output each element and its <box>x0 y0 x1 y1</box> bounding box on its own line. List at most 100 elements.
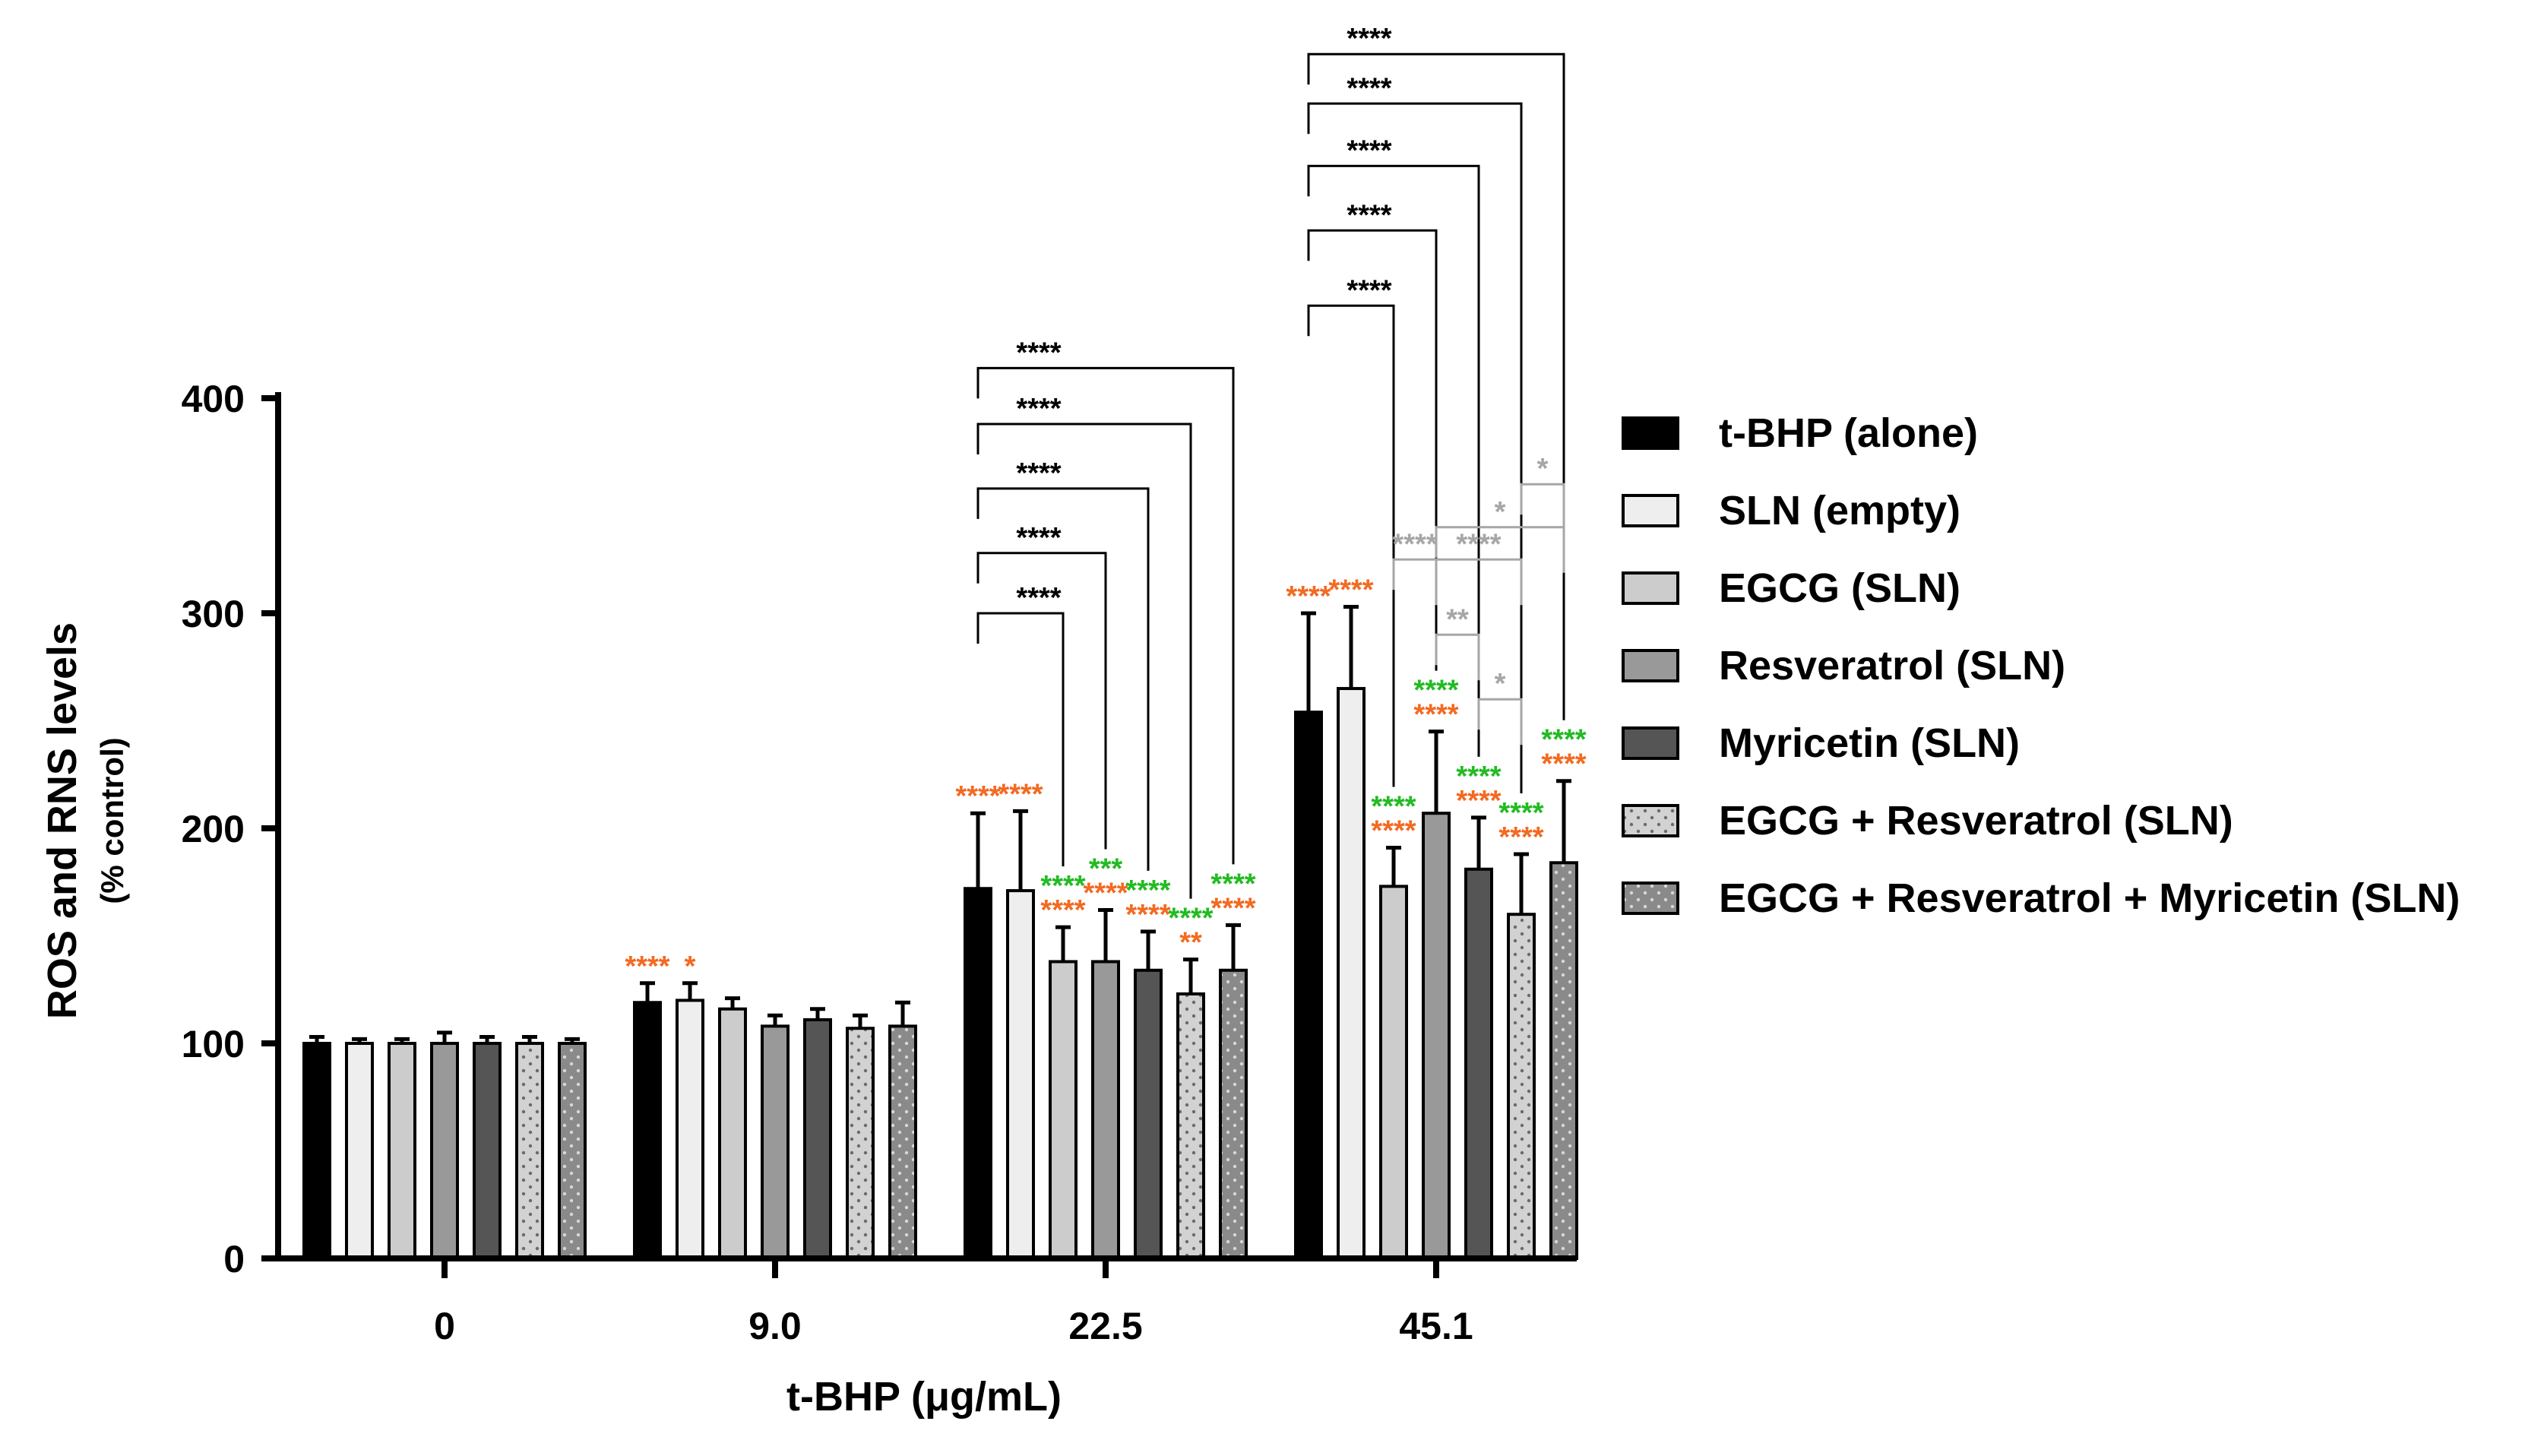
y-axis-subtitle: (% control) <box>94 737 130 904</box>
legend-label: Myricetin (SLN) <box>1719 720 2020 766</box>
significance-annotations: **** ************************************… <box>625 23 1586 983</box>
y-tick-label: 0 <box>223 1238 245 1280</box>
comparison-label: **** <box>1347 135 1391 166</box>
bar <box>761 1024 790 1260</box>
bar-significance-label: **** <box>1210 868 1255 900</box>
legend-label: Resveratrol (SLN) <box>1719 643 2065 688</box>
bar <box>1134 968 1163 1261</box>
comparison-bracket <box>1307 102 1523 793</box>
bar-significance-label: **** <box>1040 894 1085 926</box>
x-tick-label: 22.5 <box>1068 1305 1142 1347</box>
bar-significance-label: **** <box>1083 878 1128 910</box>
legend-swatch <box>1622 494 1679 527</box>
bar <box>515 1042 544 1260</box>
tick-labels: 0 100 200 300 400 0 9.0 22.5 45.1 <box>182 378 1473 1347</box>
bar-significance-label: **** <box>1125 899 1170 931</box>
bar <box>718 1007 747 1260</box>
bar <box>633 1001 662 1260</box>
comparison-bracket <box>976 487 1150 871</box>
y-tick-label: 100 <box>182 1023 245 1065</box>
bar <box>888 1024 917 1260</box>
comparison-label: **** <box>1347 23 1391 55</box>
legend-swatch <box>1622 649 1679 682</box>
bar-significance-label: **** <box>1328 574 1373 606</box>
comparison-bracket <box>976 423 1192 899</box>
bar-significance-label: **** <box>1413 675 1458 707</box>
bar-significance-label: **** <box>1125 875 1170 907</box>
legend-swatch <box>1622 416 1679 450</box>
bar-significance-label: **** <box>1371 815 1416 847</box>
bar-significance-label: **** <box>1541 724 1586 756</box>
bar-significance-label: **** <box>1541 749 1586 780</box>
bar-significance-label: **** <box>998 778 1043 810</box>
bar <box>1464 867 1493 1260</box>
bar-significance-label: **** <box>1286 581 1331 612</box>
y-tick-label: 200 <box>182 808 245 850</box>
bar <box>302 1042 331 1260</box>
bar-significance-label: **** <box>1413 699 1458 731</box>
bar <box>1379 885 1408 1261</box>
legend-swatch <box>1622 882 1679 915</box>
comparison-label: **** <box>1347 274 1391 306</box>
bar <box>1219 968 1248 1261</box>
y-tick-label: 400 <box>182 378 245 420</box>
bar <box>803 1018 832 1260</box>
bar-significance-label: **** <box>1498 797 1543 829</box>
legend-swatch <box>1622 571 1679 605</box>
bar <box>676 999 704 1261</box>
bar-significance-label: **** <box>1456 785 1501 817</box>
bar <box>1294 711 1323 1260</box>
comparison-label: * <box>1495 668 1506 700</box>
comparison-bracket <box>1435 526 1565 573</box>
x-axis-title: t-BHP (μg/mL) <box>786 1374 1062 1420</box>
comparison-bracket <box>1435 633 1480 681</box>
legend-label: SLN (empty) <box>1719 488 1960 533</box>
bar-significance-label: *** <box>1089 853 1123 885</box>
comparison-label: **** <box>1016 522 1061 554</box>
comparison-label: **** <box>1016 393 1061 425</box>
comparison-label: ** <box>1446 603 1469 635</box>
comparison-bracket <box>1307 52 1565 720</box>
bar-significance-label: * <box>685 951 696 983</box>
bar-significance-label: **** <box>1456 761 1501 793</box>
comparison-label: **** <box>1347 72 1391 104</box>
bar-significance-label: ** <box>1179 927 1202 959</box>
comparison-label: * <box>1495 496 1506 528</box>
bar <box>1337 687 1366 1260</box>
legend-label: EGCG (SLN) <box>1719 565 1960 611</box>
y-tick-label: 300 <box>182 593 245 635</box>
comparison-label: * <box>1537 453 1549 485</box>
legend-label: EGCG + Resveratrol (SLN) <box>1719 798 2233 844</box>
axes <box>261 392 1577 1278</box>
bar-significance-label: **** <box>1498 821 1543 853</box>
x-tick-label: 45.1 <box>1399 1305 1473 1347</box>
bar-significance-label: **** <box>955 780 1000 812</box>
bar-significance-label: **** <box>1040 870 1085 902</box>
bar <box>1176 992 1205 1261</box>
comparison-label: **** <box>1016 582 1061 614</box>
legend-label: EGCG + Resveratrol + Myricetin (SLN) <box>1719 875 2460 921</box>
bar <box>430 1042 459 1260</box>
bar <box>1006 889 1035 1260</box>
x-tick-label: 9.0 <box>748 1305 802 1347</box>
comparison-bracket <box>1435 558 1523 606</box>
legend-swatch <box>1622 804 1679 837</box>
comparison-label: **** <box>1456 528 1501 560</box>
bar-significance-label: **** <box>1210 892 1255 924</box>
bar <box>558 1042 587 1260</box>
bar-significance-label: **** <box>625 951 669 983</box>
bar-significance-label: **** <box>1168 903 1213 935</box>
bar <box>388 1042 416 1260</box>
bar <box>345 1042 374 1260</box>
bar <box>846 1027 875 1260</box>
legend-label: t-BHP (alone) <box>1719 410 1978 456</box>
comparison-label: **** <box>1016 457 1061 489</box>
comparison-bracket <box>1520 483 1565 530</box>
comparison-bracket <box>976 552 1107 850</box>
comparison-label: **** <box>1392 528 1437 560</box>
comparison-bracket <box>1392 558 1438 606</box>
bar <box>1422 812 1451 1260</box>
x-tick-label: 0 <box>434 1305 455 1347</box>
bar <box>1049 960 1078 1260</box>
